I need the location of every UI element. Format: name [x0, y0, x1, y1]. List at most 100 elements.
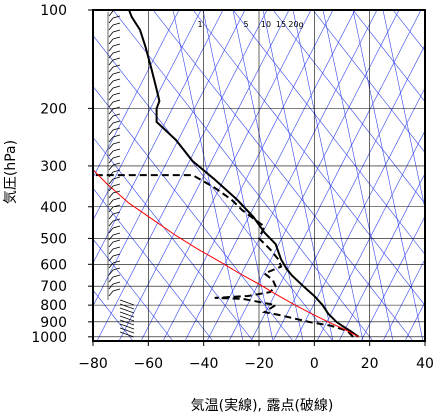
wind-barb: [108, 276, 114, 283]
x-tick-label: 20: [361, 356, 379, 372]
wind-barb-flag: [112, 169, 121, 173]
wind-barb: [108, 192, 114, 199]
wind-barb-flag: [112, 57, 121, 61]
wind-barb: [119, 311, 135, 318]
wind-barb: [119, 319, 135, 326]
y-axis-title: 気圧(hPa): [3, 140, 19, 204]
wind-barb: [108, 66, 114, 73]
isotherm-line: [118, 10, 290, 341]
adiabat-line: [312, 10, 425, 154]
wind-barb: [108, 234, 114, 241]
isotherm-line: [316, 130, 425, 341]
temperature-line: [128, 10, 360, 338]
wind-barb-flag: [112, 106, 121, 110]
wind-barb-flag: [112, 183, 121, 187]
wind-barb: [108, 185, 114, 192]
adiabat-line: [272, 10, 425, 204]
wind-barb: [108, 87, 114, 94]
wind-barb-flag: [112, 197, 121, 201]
x-tick-label: −40: [189, 356, 219, 372]
wind-barb-flag: [112, 204, 121, 208]
isotherm-line: [93, 10, 202, 221]
wind-barb: [108, 157, 114, 164]
wind-barb-flag: [112, 274, 121, 278]
mixing-ratio-label: 1: [197, 20, 202, 29]
adiabat-line: [152, 10, 414, 341]
isotherm-line: [96, 10, 268, 341]
wind-barb: [108, 220, 114, 227]
isotherm-line: [228, 10, 400, 341]
wind-barb-flag: [112, 281, 121, 285]
y-tick-label: 300: [40, 159, 67, 175]
wind-barb: [108, 150, 114, 157]
wind-barb-flag: [112, 176, 121, 180]
adiabat-line: [93, 34, 334, 341]
wind-barb: [108, 178, 114, 185]
mixing-ratio-line: [382, 10, 425, 211]
wind-barb: [108, 45, 114, 52]
wind-barb-flag: [112, 232, 121, 236]
wind-barb: [108, 269, 114, 276]
wind-barb-flag: [112, 113, 121, 117]
wind-barb: [108, 115, 114, 122]
wind-barb: [108, 108, 114, 115]
y-tick-label: 100: [40, 3, 67, 19]
wind-barb: [108, 283, 114, 290]
isotherm-line: [93, 10, 246, 307]
mixing-ratio-label: 15: [276, 20, 286, 29]
wind-barb-flag: [112, 15, 121, 19]
y-tick-label: 600: [40, 257, 67, 273]
wind-barb-flag: [112, 211, 121, 215]
tick-layer: [88, 9, 426, 346]
wind-barb-flag: [112, 22, 121, 26]
mixing-ratio-label: 5: [243, 20, 248, 29]
wind-barb-flag: [112, 148, 121, 152]
isotherm-line: [338, 172, 425, 341]
wind-barb-flag: [112, 288, 121, 292]
wind-barb-flag: [112, 127, 121, 131]
y-tick-label: 1000: [31, 330, 67, 346]
x-tick-label: −60: [134, 356, 164, 372]
wind-barb: [108, 24, 114, 31]
isotherm-line: [382, 258, 425, 341]
y-tick-label: 700: [40, 279, 67, 295]
mixing-ratio-line: [172, 10, 244, 341]
y-tick-label: 800: [40, 298, 67, 314]
wind-barb-flag: [112, 92, 121, 96]
y-tick-label: 400: [40, 200, 67, 216]
adiabat-line: [112, 10, 374, 341]
isotherm-line: [93, 10, 224, 264]
y-tick-label: 500: [40, 231, 67, 247]
wind-barb: [108, 213, 114, 220]
wind-barb-flag: [112, 85, 121, 89]
mixing-ratio-label: 20g: [288, 20, 303, 29]
mixing-ratio-line: [292, 10, 364, 341]
wind-barb: [108, 73, 114, 80]
mixing-ratio-line: [322, 10, 394, 341]
wind-barb-flag: [112, 253, 121, 257]
wind-barb-flag: [112, 239, 121, 243]
wind-barb-flag: [112, 162, 121, 166]
adiabat-line: [352, 10, 425, 103]
wind-barb: [108, 164, 114, 171]
dewpoint-line: [93, 174, 354, 338]
adiabat-line: [93, 187, 214, 341]
adiabat-line: [192, 10, 425, 306]
wind-barb: [108, 80, 114, 87]
parcel-path-line: [93, 168, 359, 338]
wind-barb-flag: [112, 260, 121, 264]
isotherm-line: [184, 10, 356, 341]
isotherm-line: [360, 215, 425, 341]
wind-barb-flag: [112, 71, 121, 75]
isotherm-line: [206, 10, 378, 341]
series-layer: [93, 10, 360, 338]
wind-barb: [108, 199, 114, 206]
wind-barb: [108, 10, 114, 17]
wind-barb: [119, 315, 135, 322]
wind-barb-flag: [112, 36, 121, 40]
wind-barb: [108, 129, 114, 136]
wind-barb: [108, 290, 114, 297]
y-tick-label: 900: [40, 315, 67, 331]
wind-barb: [119, 323, 135, 330]
